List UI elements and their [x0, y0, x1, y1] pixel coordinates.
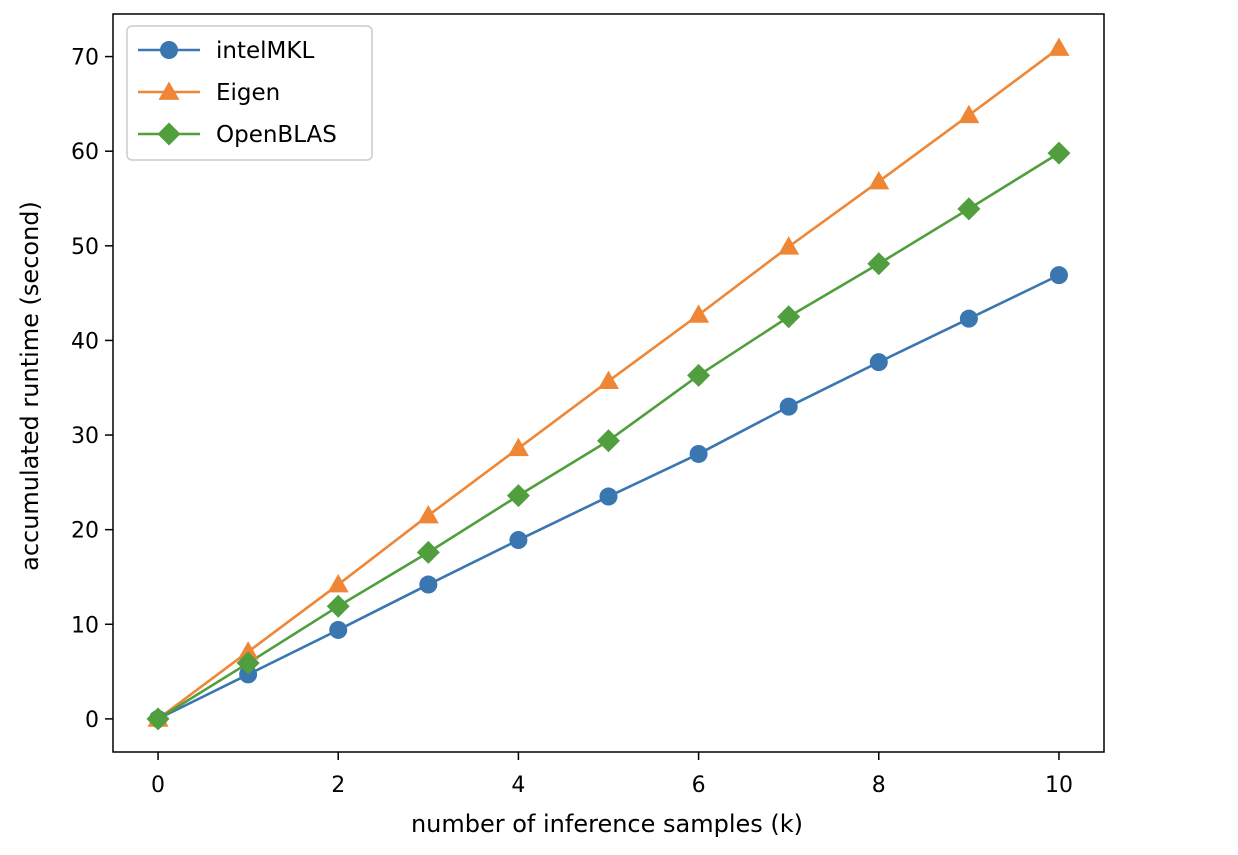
data-point-eigen-7: [778, 236, 800, 255]
data-point-openblas-10: [1047, 141, 1071, 165]
y-axis-ticks: 0 10 20 30 40 50 60 70: [71, 46, 113, 733]
y-axis-label: accumulated runtime (second): [16, 201, 44, 571]
data-point-eigen-9: [958, 104, 980, 124]
data-point-eigen-8: [868, 170, 890, 190]
y-tick-label: 0: [85, 708, 99, 733]
data-point-openblas-4: [506, 484, 530, 508]
legend-label-intelmkl: intelMKL: [216, 38, 314, 64]
data-point-eigen-4: [507, 437, 529, 457]
x-axis-ticks: 0 2 4 6 8 10: [151, 752, 1073, 798]
x-tick-label: 8: [872, 773, 886, 798]
data-point-eigen-3: [417, 504, 439, 524]
y-tick-label: 70: [71, 46, 99, 71]
data-point-eigen-1: [237, 641, 259, 660]
data-point-openblas-3: [416, 540, 440, 564]
legend-marker-intelmkl: [160, 41, 178, 59]
x-tick-label: 0: [151, 773, 165, 798]
data-point-intelmkl-5: [599, 487, 618, 506]
series-markers: [146, 37, 1071, 731]
y-tick-label: 60: [71, 140, 99, 165]
data-point-openblas-1: [236, 651, 260, 675]
data-point-intelmkl-3: [419, 575, 438, 594]
y-tick-label: 20: [71, 519, 99, 544]
data-point-openblas-7: [777, 305, 801, 329]
data-point-intelmkl-8: [869, 353, 888, 372]
data-point-intelmkl-6: [689, 444, 708, 463]
x-tick-label: 6: [692, 773, 706, 798]
data-point-intelmkl-2: [329, 620, 348, 639]
data-point-eigen-2: [327, 574, 349, 593]
data-point-openblas-2: [326, 594, 350, 618]
legend-label-openblas: OpenBLAS: [216, 122, 337, 148]
legend-marker-eigen: [158, 81, 180, 100]
data-point-openblas-8: [867, 252, 891, 276]
data-point-openblas-0: [146, 707, 170, 731]
data-point-eigen-10: [1048, 37, 1070, 56]
data-point-openblas-6: [687, 363, 711, 387]
data-point-intelmkl-9: [959, 309, 978, 328]
x-axis-label: number of inference samples (k): [411, 810, 803, 838]
legend-label-eigen: Eigen: [216, 80, 280, 106]
legend-marker-openblas: [157, 122, 181, 146]
data-point-eigen-5: [598, 370, 619, 389]
y-tick-label: 40: [71, 329, 99, 354]
x-tick-label: 10: [1045, 773, 1073, 798]
y-tick-label: 50: [71, 235, 99, 260]
data-point-eigen-6: [688, 304, 710, 323]
y-tick-label: 30: [71, 424, 99, 449]
data-point-intelmkl-7: [779, 397, 798, 416]
x-tick-label: 4: [511, 773, 525, 798]
legend: intelMKL Eigen OpenBLAS: [126, 25, 373, 161]
data-point-openblas-9: [957, 197, 981, 221]
x-tick-label: 2: [331, 773, 345, 798]
data-point-intelmkl-10: [1049, 266, 1068, 285]
legend-box: [126, 25, 373, 161]
data-point-intelmkl-4: [509, 531, 528, 550]
data-point-openblas-5: [597, 429, 620, 453]
y-tick-label: 10: [71, 613, 99, 638]
